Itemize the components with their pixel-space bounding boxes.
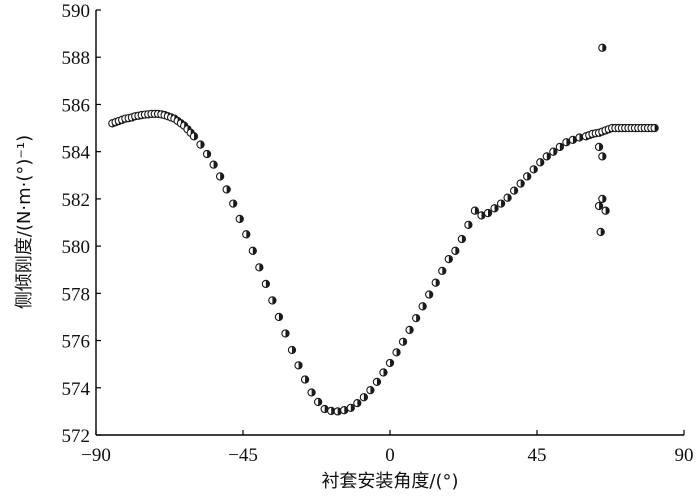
data-point (353, 398, 362, 408)
data-point (255, 263, 264, 272)
y-ticks: 572 574 576 578 580 582 584 586 588 590 (62, 1, 101, 447)
data-point (307, 388, 316, 397)
x-tick-label: −45 (228, 445, 258, 466)
data-point (598, 194, 607, 204)
data-point (418, 302, 427, 311)
data-point (483, 208, 493, 218)
y-tick-label: 574 (62, 379, 91, 400)
data-point (215, 172, 225, 181)
data-point (542, 152, 551, 161)
data-point (596, 227, 605, 237)
data-point (598, 43, 607, 52)
data-point (594, 201, 604, 211)
data-point (229, 199, 238, 208)
data-point (650, 123, 659, 133)
y-tick-label: 576 (62, 332, 91, 353)
y-tick-label: 584 (62, 143, 91, 164)
data-point (300, 375, 310, 384)
y-tick-label: 578 (62, 284, 91, 305)
data-point (555, 142, 565, 152)
data-point (523, 172, 532, 181)
data-points (108, 43, 659, 416)
y-tick-label: 572 (62, 426, 91, 447)
x-axis-title: 衬套安装角度/(°) (321, 471, 458, 492)
data-point (405, 325, 414, 335)
data-point (392, 348, 401, 357)
data-point (457, 234, 467, 244)
data-point (598, 152, 607, 161)
data-point (385, 358, 395, 368)
data-point (379, 368, 388, 377)
data-point (281, 329, 290, 338)
data-point (444, 254, 453, 264)
data-point (294, 361, 303, 370)
data-point (274, 312, 284, 322)
data-point (470, 206, 480, 215)
y-tick-label: 590 (62, 1, 91, 22)
data-point (261, 279, 271, 289)
axes (95, 10, 684, 436)
y-axis-title: 侧倾刚度/(N·m·(°)⁻¹) (14, 135, 35, 309)
data-point (490, 204, 499, 213)
data-point (425, 290, 434, 299)
data-point (594, 142, 604, 152)
data-point (202, 149, 212, 159)
x-tick-label: 90 (675, 445, 694, 466)
data-point (209, 160, 218, 169)
data-point (464, 220, 473, 230)
data-point (509, 186, 519, 195)
data-point (536, 158, 545, 167)
data-point (235, 214, 244, 224)
data-point (431, 278, 440, 287)
data-point (451, 246, 460, 255)
y-tick-label: 580 (62, 237, 91, 258)
data-point (366, 385, 375, 395)
data-point (549, 147, 558, 156)
data-point (313, 397, 323, 407)
data-point (411, 313, 421, 323)
y-tick-label: 582 (62, 190, 91, 211)
data-point (359, 393, 369, 402)
data-point (503, 193, 512, 202)
data-point (372, 377, 382, 387)
data-point (516, 179, 525, 188)
data-point (346, 403, 355, 412)
x-tick-label: −90 (81, 445, 111, 466)
data-point (575, 133, 584, 142)
y-tick-label: 588 (62, 48, 91, 69)
data-point (242, 230, 251, 239)
x-tick-label: 0 (385, 445, 395, 466)
data-point (248, 246, 257, 255)
x-tick-label: 45 (528, 445, 547, 466)
data-point (601, 206, 610, 215)
data-point (496, 199, 506, 208)
data-point (333, 407, 342, 416)
data-point (438, 266, 447, 276)
data-point (529, 165, 538, 174)
data-point (287, 345, 297, 355)
data-point (222, 185, 231, 194)
x-ticks: −90 −45 0 45 90 (81, 430, 694, 466)
data-point (189, 132, 199, 141)
data-point (398, 337, 408, 346)
data-point (268, 296, 277, 305)
data-point (196, 140, 205, 149)
data-point (568, 135, 578, 145)
y-tick-label: 586 (62, 95, 91, 116)
